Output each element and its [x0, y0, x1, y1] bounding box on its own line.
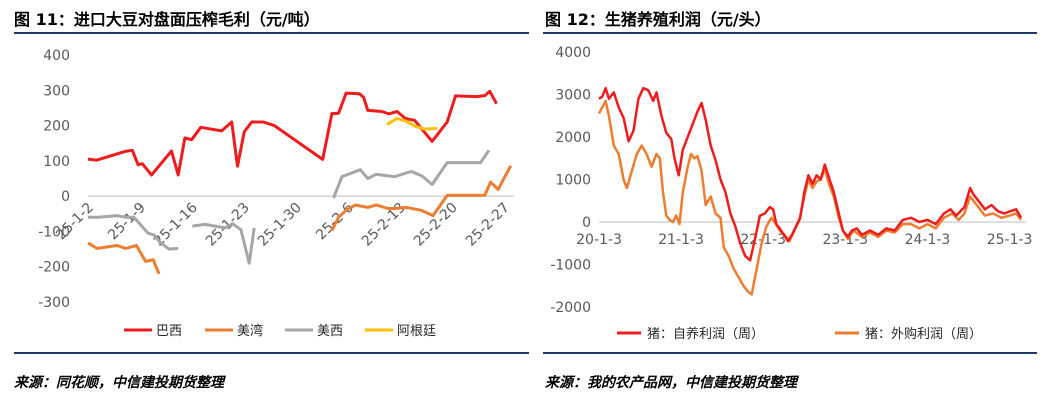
y-tick-label: 300 — [43, 83, 70, 99]
y-tick-label: -200 — [38, 260, 70, 276]
y-tick-label: 0 — [61, 189, 70, 205]
series-line-阿根廷 — [386, 117, 438, 131]
x-tick-label: 21-1-3 — [658, 232, 704, 248]
right-figure: 图 12：生猪养殖利润（元/头） -2000 -1000 0 1000 2000 3000… — [541, 0, 1051, 404]
source-note: 来源：我的农产品网，中信建投期货整理 — [545, 375, 797, 391]
series-line-巴西 — [87, 89, 498, 177]
y-tick-label: 3000 — [555, 88, 591, 104]
x-tick-label: 20-1-3 — [576, 232, 622, 248]
series-line-美西 — [332, 149, 491, 199]
x-tick-label: 25-1-3 — [987, 232, 1033, 248]
x-tick-label: 24-1-3 — [905, 232, 951, 248]
legend-label: 猪：外购利润（周） — [865, 326, 982, 342]
bottom-rule — [14, 352, 529, 354]
series-line-猪：外购利润（周） — [597, 99, 1023, 296]
series-line-美西 — [192, 222, 256, 265]
y-tick-label: 1000 — [555, 173, 591, 189]
x-tick-label: 25-2-20 — [411, 200, 461, 250]
figure-title: 图 12：生猪养殖利润（元/头） — [545, 10, 771, 29]
y-tick-label: 4000 — [555, 45, 591, 61]
left-figure: 图 11：进口大豆对盘面压榨毛利（元/吨） -300 -200 -100 0 100 20… — [14, 10, 529, 391]
hog-profit-chart: -2000 -1000 0 1000 2000 3000 4000 20-1-3 21-1-3 2… — [550, 45, 1033, 342]
x-tick-label: 25-1-2 — [53, 200, 97, 244]
figure-title: 图 11：进口大豆对盘面压榨毛利（元/吨） — [14, 10, 320, 29]
y-tick-label: -2000 — [550, 300, 591, 316]
y-tick-label: -1000 — [550, 258, 591, 274]
source-note: 来源：同花顺，中信建投期货整理 — [14, 375, 224, 391]
x-tick-label: 25-1-9 — [105, 200, 149, 244]
series-line-美湾 — [330, 165, 513, 232]
bottom-rule — [543, 352, 1037, 354]
y-tick-label: -100 — [38, 224, 70, 240]
legend-label: 猪：自养利润（周） — [647, 326, 764, 342]
y-tick-label: 400 — [43, 48, 70, 64]
legend-label: 阿根廷 — [397, 324, 436, 339]
series-line-美西 — [88, 214, 179, 251]
x-tick-label: 25-1-30 — [255, 200, 305, 250]
x-tick-label: 23-1-3 — [822, 232, 868, 248]
y-tick-label: 2000 — [555, 130, 591, 146]
top-rule — [14, 32, 529, 34]
series-line-猪：自养利润（周） — [598, 86, 1023, 262]
legend-label: 美湾 — [237, 323, 263, 339]
top-rule — [543, 32, 1037, 34]
legend-label: 美西 — [317, 324, 343, 339]
x-tick-label: 25-2-27 — [463, 200, 513, 250]
y-tick-label: 200 — [43, 119, 70, 135]
legend-label: 巴西 — [156, 324, 182, 339]
soybean-crush-margin-chart: -300 -200 -100 0 100 200 300 400 25-1-2 25-1-9 25-… — [38, 48, 514, 339]
series-line-美湾 — [87, 241, 161, 275]
y-tick-label: 100 — [43, 154, 70, 170]
y-tick-label: -300 — [38, 295, 70, 311]
y-tick-label: 0 — [582, 215, 591, 231]
